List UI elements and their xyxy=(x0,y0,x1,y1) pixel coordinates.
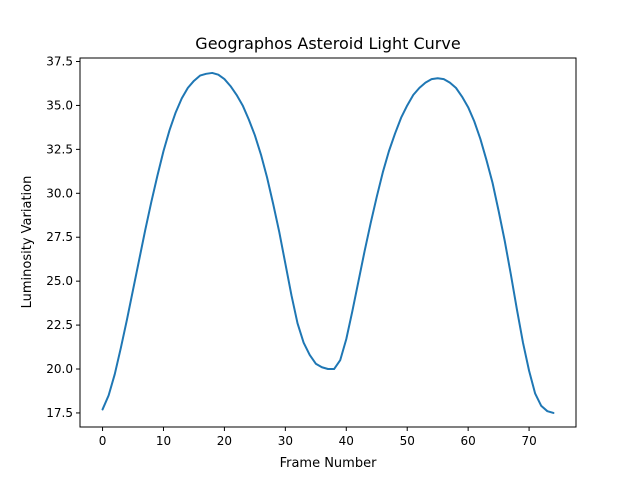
x-tick-label: 20 xyxy=(217,434,232,448)
y-axis-ticks: 17.5 20.0 22.5 25.0 27.5 30.0 32.5 35.0 37.5 xyxy=(46,55,80,420)
y-tick-label: 32.5 xyxy=(46,142,73,156)
y-tick-label: 37.5 xyxy=(46,55,73,69)
x-axis-label: Frame Number xyxy=(280,456,378,471)
y-axis-label: Luminosity Variation xyxy=(20,176,35,309)
x-tick-label: 70 xyxy=(521,434,536,448)
y-tick-label: 25.0 xyxy=(46,274,73,288)
y-tick-label: 22.5 xyxy=(46,318,73,332)
y-tick-label: 35.0 xyxy=(46,98,73,112)
x-tick-label: 0 xyxy=(99,434,107,448)
x-axis-ticks: 0 10 20 30 40 50 60 70 xyxy=(99,427,537,448)
y-tick-label: 30.0 xyxy=(46,186,73,200)
x-tick-label: 30 xyxy=(278,434,293,448)
chart-title: Geographos Asteroid Light Curve xyxy=(195,34,460,53)
series-line xyxy=(101,71,555,414)
plot-frame xyxy=(79,57,577,428)
x-tick-label: 50 xyxy=(400,434,415,448)
y-tick-label: 20.0 xyxy=(46,362,73,376)
x-tick-label: 10 xyxy=(156,434,171,448)
y-tick-label: 17.5 xyxy=(46,406,73,420)
x-tick-label: 60 xyxy=(461,434,476,448)
x-tick-label: 40 xyxy=(339,434,354,448)
y-tick-label: 27.5 xyxy=(46,230,73,244)
